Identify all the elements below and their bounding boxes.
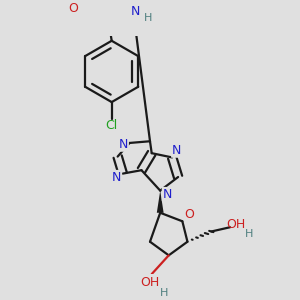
Text: OH: OH	[226, 218, 246, 231]
Text: N: N	[119, 138, 128, 151]
Text: OH: OH	[140, 276, 160, 289]
Text: Cl: Cl	[106, 119, 118, 132]
Text: H: H	[159, 288, 168, 298]
Text: N: N	[172, 144, 181, 157]
Polygon shape	[157, 190, 164, 213]
Text: H: H	[144, 13, 152, 23]
Text: O: O	[68, 2, 78, 15]
Text: H: H	[244, 229, 253, 239]
Text: N: N	[131, 5, 140, 18]
Text: O: O	[184, 208, 194, 221]
Text: N: N	[162, 188, 172, 200]
Text: N: N	[112, 170, 122, 184]
